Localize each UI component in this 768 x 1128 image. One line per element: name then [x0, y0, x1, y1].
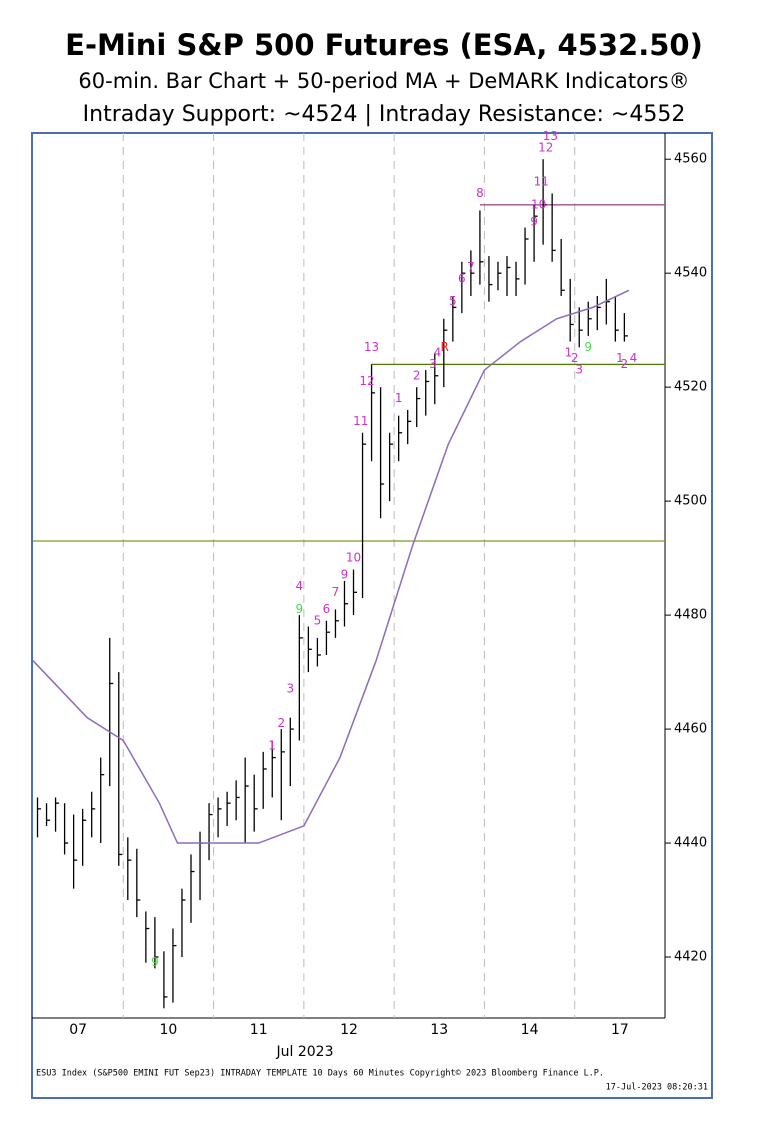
chart-title: E-Mini S&P 500 Futures (ESA, 4532.50)	[65, 28, 703, 62]
demark-label: 2	[571, 351, 579, 365]
demark-label: 9	[296, 602, 304, 616]
demark-label: 6	[458, 271, 466, 285]
y-tick-label: 4440	[674, 836, 707, 851]
demark-label: 5	[314, 613, 322, 627]
footer: 17-Jul-2023 08:20:31	[606, 1083, 708, 1093]
demark-label: 1	[565, 345, 573, 359]
y-tick-label: 4420	[674, 950, 707, 965]
demark-label: 2	[277, 716, 285, 730]
demark-label: 9	[530, 214, 538, 228]
x-tick-label: 13	[430, 1022, 448, 1038]
y-tick-label: 4540	[674, 266, 707, 281]
demark-label: 2	[413, 368, 421, 382]
demark-label: 4	[296, 579, 304, 593]
y-tick-label: 4560	[674, 152, 707, 167]
demark-label: R	[441, 340, 449, 354]
demark-label: 9	[584, 340, 592, 354]
demark-label: 10	[531, 197, 546, 211]
x-tick-label: 11	[250, 1022, 268, 1038]
demark-label: 3	[575, 363, 583, 377]
demark-label: 1	[395, 391, 403, 405]
chart-subtitle: Intraday Support: ~4524 | Intraday Resis…	[83, 102, 686, 127]
demark-label: 1	[268, 739, 276, 753]
demark-label: 6	[323, 602, 331, 616]
x-axis-label: Jul 2023	[276, 1044, 334, 1060]
demark-label: 8	[476, 186, 484, 200]
y-tick-label: 4500	[674, 494, 707, 509]
demark-label: 2	[621, 357, 629, 371]
x-tick-label: 17	[611, 1022, 629, 1038]
y-tick-label: 4520	[674, 380, 707, 395]
demark-label: 9	[151, 955, 159, 969]
demark-label: 11	[353, 414, 368, 428]
demark-label: 10	[346, 551, 361, 565]
demark-label: 4	[434, 345, 442, 359]
chart-subtitle: 60-min. Bar Chart + 50-period MA + DeMAR…	[78, 69, 689, 93]
demark-label: 7	[332, 585, 340, 599]
demark-label: 12	[538, 140, 553, 154]
demark-label: 5	[449, 294, 457, 308]
demark-label: 11	[534, 175, 549, 189]
x-tick-label: 12	[340, 1022, 358, 1038]
demark-label: 13	[543, 129, 558, 143]
footer: ESU3 Index (S&P500 EMINI FUT Sep23) INTR…	[36, 1069, 604, 1079]
demark-label: 13	[364, 340, 379, 354]
demark-label: 9	[341, 568, 349, 582]
y-tick-label: 4480	[674, 608, 707, 623]
demark-label: 12	[359, 374, 374, 388]
moving-average	[32, 289, 630, 844]
y-tick-label: 4460	[674, 722, 707, 737]
x-tick-label: 14	[521, 1022, 539, 1038]
demark-label: 3	[429, 357, 437, 371]
demark-label: 4	[630, 351, 638, 365]
demark-label: 1	[616, 351, 624, 365]
demark-label: 7	[467, 260, 475, 274]
demark-label: 3	[286, 682, 294, 696]
x-tick-label: 07	[69, 1022, 87, 1038]
x-tick-label: 10	[160, 1022, 178, 1038]
frame	[31, 132, 713, 1099]
